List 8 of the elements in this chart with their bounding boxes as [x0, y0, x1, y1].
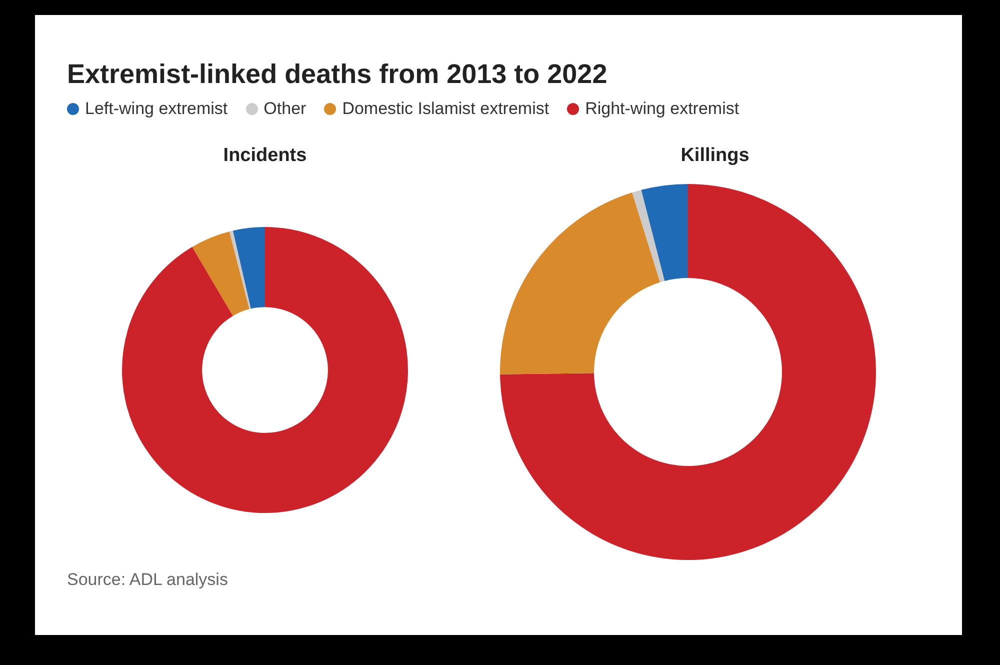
- slice-label: Killings: [680, 145, 750, 167]
- legend-label: Other: [264, 99, 306, 119]
- chart-title: Extremist-linked deaths from 2013 to 2022: [67, 59, 608, 90]
- legend-label: Right-wing extremist: [585, 99, 740, 119]
- source-note: Source: ADL analysis: [67, 570, 228, 590]
- slice-label: Incidents: [223, 145, 307, 167]
- legend-label: Domestic Islamist extremist: [342, 99, 550, 119]
- legend-label: Left-wing extremist: [85, 99, 228, 119]
